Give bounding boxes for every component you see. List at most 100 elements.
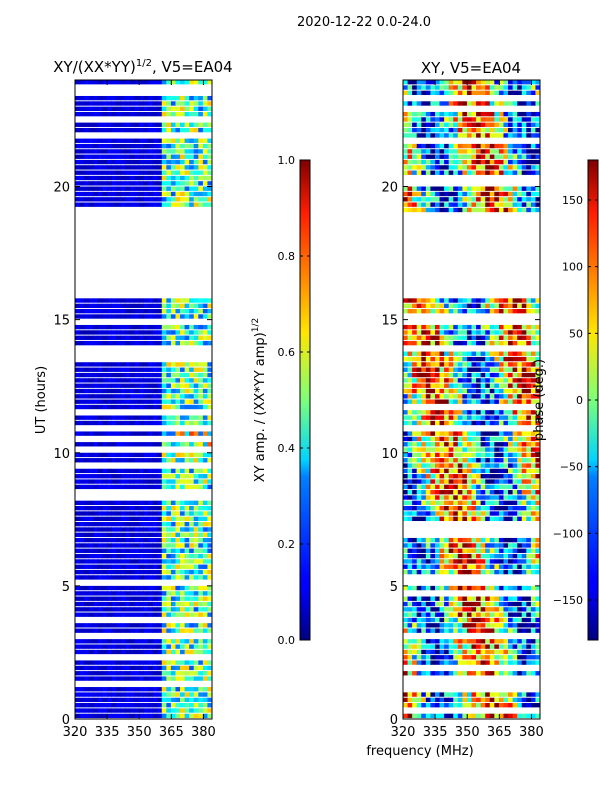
- heatmap-cell: [84, 202, 89, 206]
- heatmap-cell: [130, 644, 135, 648]
- heatmap-cell: [189, 698, 194, 702]
- heatmap-cell: [440, 698, 445, 702]
- heatmap-cell: [125, 650, 130, 654]
- heatmap-cell: [458, 517, 463, 521]
- heatmap-cell: [403, 639, 408, 643]
- heatmap-cell: [180, 389, 185, 393]
- heatmap-cell: [421, 703, 426, 707]
- heatmap-cell: [481, 613, 486, 617]
- heatmap-cell: [499, 431, 504, 435]
- heatmap-cell: [476, 543, 481, 547]
- heatmap-cell: [517, 336, 522, 340]
- heatmap-cell: [467, 692, 472, 696]
- heatmap-cell: [444, 431, 449, 435]
- heatmap-cell: [503, 437, 508, 441]
- heatmap-cell: [453, 458, 458, 462]
- heatmap-cell: [116, 623, 121, 627]
- heatmap-cell: [134, 149, 139, 153]
- heatmap-cell: [485, 660, 490, 664]
- heatmap-cell: [503, 607, 508, 611]
- heatmap-cell: [517, 400, 522, 404]
- heatmap-cell: [144, 421, 149, 425]
- heatmap-cell: [503, 415, 508, 419]
- heatmap-cell: [130, 671, 135, 675]
- heatmap-cell: [75, 165, 80, 169]
- heatmap-cell: [440, 91, 445, 95]
- heatmap-cell: [449, 165, 454, 169]
- heatmap-cell: [89, 613, 94, 617]
- heatmap-cell: [531, 644, 536, 648]
- heatmap-cell: [462, 698, 467, 702]
- heatmap-cell: [426, 623, 431, 627]
- heatmap-cell: [435, 490, 440, 494]
- heatmap-cell: [494, 639, 499, 643]
- heatmap-cell: [522, 304, 527, 308]
- heatmap-cell: [180, 543, 185, 547]
- heatmap-cell: [408, 565, 413, 569]
- heatmap-cell: [444, 304, 449, 308]
- heatmap-cell: [121, 139, 126, 143]
- heatmap-cell: [80, 325, 85, 329]
- heatmap-cell: [148, 485, 153, 489]
- heatmap-cell: [130, 602, 135, 606]
- heatmap-cell: [198, 501, 203, 505]
- heatmap-cell: [148, 165, 153, 169]
- heatmap-cell: [421, 442, 426, 446]
- heatmap-cell: [171, 666, 176, 670]
- heatmap-cell: [403, 485, 408, 489]
- heatmap-cell: [494, 458, 499, 462]
- heatmap-cell: [134, 187, 139, 191]
- heatmap-cell: [494, 485, 499, 489]
- heatmap-cell: [449, 469, 454, 473]
- heatmap-cell: [75, 362, 80, 366]
- heatmap-cell: [531, 703, 536, 707]
- heatmap-cell: [180, 703, 185, 707]
- heatmap-cell: [435, 692, 440, 696]
- heatmap-cell: [112, 527, 117, 531]
- heatmap-cell: [175, 501, 180, 505]
- heatmap-cell: [526, 192, 531, 196]
- heatmap-cell: [157, 373, 162, 377]
- heatmap-cell: [513, 400, 518, 404]
- heatmap-cell: [102, 394, 107, 398]
- heatmap-cell: [175, 128, 180, 132]
- heatmap-cell: [513, 597, 518, 601]
- heatmap-cell: [494, 463, 499, 467]
- heatmap-cell: [112, 112, 117, 116]
- heatmap-cell: [426, 208, 431, 212]
- heatmap-cell: [472, 171, 477, 175]
- heatmap-cell: [180, 368, 185, 372]
- heatmap-cell: [194, 325, 199, 329]
- heatmap-cell: [412, 117, 417, 121]
- heatmap-cell: [485, 469, 490, 473]
- heatmap-cell: [444, 660, 449, 664]
- heatmap-cell: [116, 538, 121, 542]
- heatmap-cell: [513, 453, 518, 457]
- heatmap-cell: [107, 549, 112, 553]
- heatmap-cell: [426, 474, 431, 478]
- heatmap-cell: [134, 613, 139, 617]
- heatmap-cell: [153, 431, 158, 435]
- heatmap-cell: [157, 570, 162, 574]
- heatmap-cell: [116, 703, 121, 707]
- heatmap-cell: [485, 410, 490, 414]
- heatmap-cell: [508, 394, 513, 398]
- heatmap-cell: [449, 112, 454, 116]
- heatmap-cell: [485, 692, 490, 696]
- heatmap-cell: [449, 117, 454, 121]
- heatmap-cell: [458, 208, 463, 212]
- heatmap-cell: [89, 149, 94, 153]
- heatmap-cell: [198, 570, 203, 574]
- heatmap-cell: [84, 671, 89, 675]
- heatmap-cell: [449, 442, 454, 446]
- heatmap-cell: [485, 389, 490, 393]
- heatmap-cell: [134, 543, 139, 547]
- heatmap-cell: [531, 336, 536, 340]
- heatmap-cell: [102, 708, 107, 712]
- heatmap-cell: [517, 628, 522, 632]
- heatmap-cell: [189, 650, 194, 654]
- heatmap-cell: [166, 549, 171, 553]
- heatmap-cell: [139, 96, 144, 100]
- heatmap-cell: [494, 447, 499, 451]
- heatmap-cell: [98, 181, 103, 185]
